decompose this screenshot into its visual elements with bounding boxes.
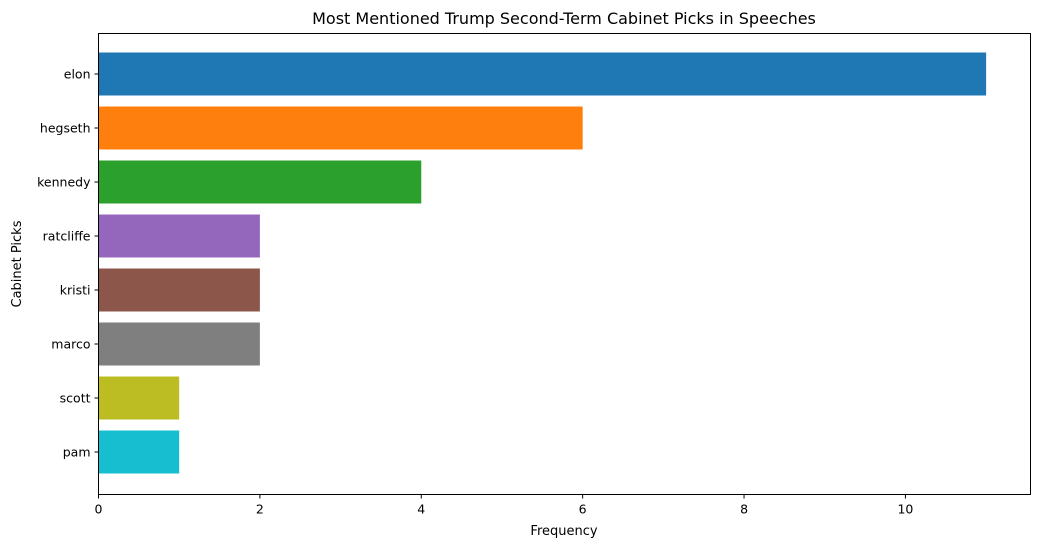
bar-scott — [98, 376, 180, 420]
bar-ratcliffe — [98, 214, 260, 258]
y-tick-label: elon — [64, 67, 91, 82]
x-axis-ticks: 0 2 4 6 8 10 — [95, 494, 913, 517]
x-tick-label: 10 — [897, 502, 913, 517]
y-tick-label: pam — [63, 445, 91, 460]
bar-kennedy — [98, 160, 422, 204]
y-tick-label: ratcliffe — [43, 229, 91, 244]
bar-kristi — [98, 268, 260, 312]
x-tick-label: 6 — [579, 502, 587, 517]
y-axis-ticks: elon hegseth kennedy ratcliffe kristi marco sc… — [37, 67, 99, 460]
x-tick-label: 2 — [256, 502, 264, 517]
x-axis-label: Frequency — [530, 524, 597, 539]
x-tick-label: 4 — [417, 502, 425, 517]
plot-frame — [98, 33, 1031, 495]
y-axis-label: Cabinet Picks — [10, 220, 25, 307]
bar-marco — [98, 322, 260, 366]
y-tick-label: hegseth — [40, 121, 91, 136]
chart-title: Most Mentioned Trump Second-Term Cabinet… — [312, 9, 816, 28]
bar-hegseth — [98, 106, 583, 150]
x-tick-label: 8 — [740, 502, 748, 517]
y-tick-label: kristi — [60, 283, 91, 298]
x-tick-label: 0 — [95, 502, 103, 517]
bars-group — [98, 52, 987, 474]
y-tick-label: marco — [51, 337, 90, 352]
bar-pam — [98, 430, 180, 474]
y-tick-label: scott — [60, 391, 91, 406]
y-tick-label: kennedy — [37, 175, 91, 190]
bar-elon — [98, 52, 987, 96]
